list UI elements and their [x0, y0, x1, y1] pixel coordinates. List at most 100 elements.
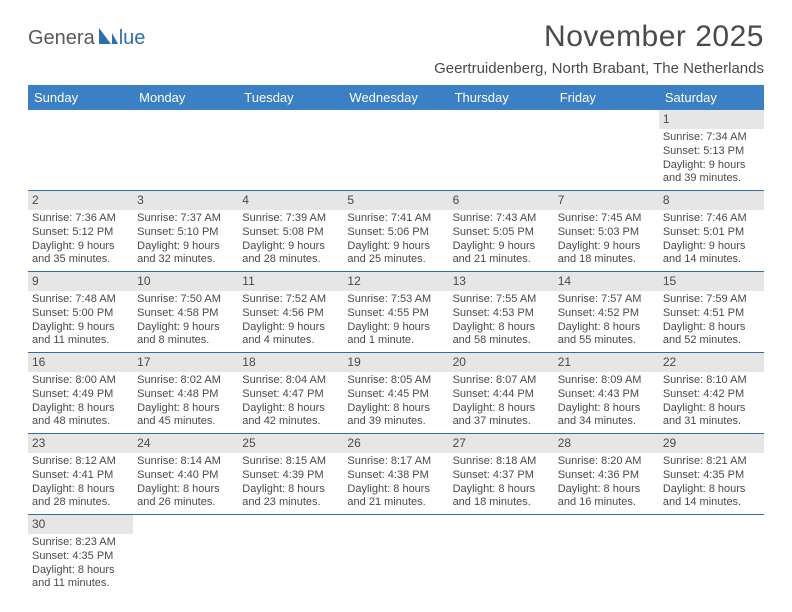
day-number: 25 — [238, 434, 343, 453]
sunrise-text: Sunrise: 7:37 AM — [137, 212, 234, 226]
sunrise-text: Sunrise: 7:43 AM — [453, 212, 550, 226]
daylight-text: Daylight: 8 hours and 52 minutes. — [663, 321, 760, 349]
calendar-cell — [343, 514, 448, 595]
sunset-text: Sunset: 4:56 PM — [242, 307, 339, 321]
calendar-cell: 2Sunrise: 7:36 AMSunset: 5:12 PMDaylight… — [28, 190, 133, 271]
calendar-cell: 5Sunrise: 7:41 AMSunset: 5:06 PMDaylight… — [343, 190, 448, 271]
day-details: Sunrise: 7:43 AMSunset: 5:05 PMDaylight:… — [449, 210, 554, 271]
sunset-text: Sunset: 4:51 PM — [663, 307, 760, 321]
calendar-cell — [554, 110, 659, 190]
daylight-text: Daylight: 8 hours and 34 minutes. — [558, 402, 655, 430]
calendar-cell: 29Sunrise: 8:21 AMSunset: 4:35 PMDayligh… — [659, 433, 764, 514]
sunset-text: Sunset: 4:48 PM — [137, 388, 234, 402]
day-number: 20 — [449, 353, 554, 372]
sunrise-text: Sunrise: 8:17 AM — [347, 455, 444, 469]
sunset-text: Sunset: 5:03 PM — [558, 226, 655, 240]
day-number: 8 — [659, 191, 764, 210]
daylight-text: Daylight: 8 hours and 21 minutes. — [347, 483, 444, 511]
calendar-cell: 28Sunrise: 8:20 AMSunset: 4:36 PMDayligh… — [554, 433, 659, 514]
weekday-header: Saturday — [659, 85, 764, 110]
calendar-row: 30Sunrise: 8:23 AMSunset: 4:35 PMDayligh… — [28, 514, 764, 595]
sunset-text: Sunset: 4:41 PM — [32, 469, 129, 483]
daylight-text: Daylight: 9 hours and 4 minutes. — [242, 321, 339, 349]
day-details: Sunrise: 7:37 AMSunset: 5:10 PMDaylight:… — [133, 210, 238, 271]
daylight-text: Daylight: 9 hours and 1 minute. — [347, 321, 444, 349]
day-details: Sunrise: 7:55 AMSunset: 4:53 PMDaylight:… — [449, 291, 554, 352]
day-details: Sunrise: 7:34 AMSunset: 5:13 PMDaylight:… — [659, 129, 764, 190]
calendar-cell: 9Sunrise: 7:48 AMSunset: 5:00 PMDaylight… — [28, 271, 133, 352]
sunset-text: Sunset: 4:55 PM — [347, 307, 444, 321]
calendar-cell: 8Sunrise: 7:46 AMSunset: 5:01 PMDaylight… — [659, 190, 764, 271]
calendar-cell: 11Sunrise: 7:52 AMSunset: 4:56 PMDayligh… — [238, 271, 343, 352]
day-details: Sunrise: 8:04 AMSunset: 4:47 PMDaylight:… — [238, 372, 343, 433]
sunrise-text: Sunrise: 7:50 AM — [137, 293, 234, 307]
day-number: 26 — [343, 434, 448, 453]
daylight-text: Daylight: 9 hours and 32 minutes. — [137, 240, 234, 268]
daylight-text: Daylight: 8 hours and 11 minutes. — [32, 564, 129, 592]
weekday-header-row: Sunday Monday Tuesday Wednesday Thursday… — [28, 85, 764, 110]
calendar-row: 23Sunrise: 8:12 AMSunset: 4:41 PMDayligh… — [28, 433, 764, 514]
sunset-text: Sunset: 4:38 PM — [347, 469, 444, 483]
day-number: 1 — [659, 110, 764, 129]
day-number: 29 — [659, 434, 764, 453]
day-number: 21 — [554, 353, 659, 372]
sunset-text: Sunset: 4:52 PM — [558, 307, 655, 321]
calendar-cell: 1Sunrise: 7:34 AMSunset: 5:13 PMDaylight… — [659, 110, 764, 190]
day-details: Sunrise: 8:21 AMSunset: 4:35 PMDaylight:… — [659, 453, 764, 514]
sunrise-text: Sunrise: 7:39 AM — [242, 212, 339, 226]
logo-sail-icon — [97, 26, 119, 51]
logo-text-blue: lue — [119, 27, 146, 50]
calendar-cell: 10Sunrise: 7:50 AMSunset: 4:58 PMDayligh… — [133, 271, 238, 352]
day-details: Sunrise: 8:09 AMSunset: 4:43 PMDaylight:… — [554, 372, 659, 433]
calendar-cell — [343, 110, 448, 190]
sunrise-text: Sunrise: 8:14 AM — [137, 455, 234, 469]
sunrise-text: Sunrise: 8:04 AM — [242, 374, 339, 388]
daylight-text: Daylight: 8 hours and 37 minutes. — [453, 402, 550, 430]
sunrise-text: Sunrise: 7:57 AM — [558, 293, 655, 307]
sunset-text: Sunset: 4:53 PM — [453, 307, 550, 321]
calendar-cell: 12Sunrise: 7:53 AMSunset: 4:55 PMDayligh… — [343, 271, 448, 352]
day-details: Sunrise: 8:15 AMSunset: 4:39 PMDaylight:… — [238, 453, 343, 514]
sunrise-text: Sunrise: 7:48 AM — [32, 293, 129, 307]
daylight-text: Daylight: 8 hours and 31 minutes. — [663, 402, 760, 430]
day-details: Sunrise: 8:17 AMSunset: 4:38 PMDaylight:… — [343, 453, 448, 514]
day-number: 16 — [28, 353, 133, 372]
day-number: 18 — [238, 353, 343, 372]
sunset-text: Sunset: 4:42 PM — [663, 388, 760, 402]
sunrise-text: Sunrise: 8:00 AM — [32, 374, 129, 388]
day-number: 30 — [28, 515, 133, 534]
header: Genera lue November 2025 Geertruidenberg… — [28, 20, 764, 83]
calendar-cell: 17Sunrise: 8:02 AMSunset: 4:48 PMDayligh… — [133, 352, 238, 433]
calendar-cell: 23Sunrise: 8:12 AMSunset: 4:41 PMDayligh… — [28, 433, 133, 514]
day-number: 17 — [133, 353, 238, 372]
daylight-text: Daylight: 9 hours and 28 minutes. — [242, 240, 339, 268]
day-details: Sunrise: 8:00 AMSunset: 4:49 PMDaylight:… — [28, 372, 133, 433]
calendar-cell: 27Sunrise: 8:18 AMSunset: 4:37 PMDayligh… — [449, 433, 554, 514]
weekday-header: Thursday — [449, 85, 554, 110]
sunset-text: Sunset: 4:35 PM — [663, 469, 760, 483]
sunrise-text: Sunrise: 8:18 AM — [453, 455, 550, 469]
day-details: Sunrise: 7:50 AMSunset: 4:58 PMDaylight:… — [133, 291, 238, 352]
sunrise-text: Sunrise: 7:41 AM — [347, 212, 444, 226]
sunrise-text: Sunrise: 8:05 AM — [347, 374, 444, 388]
sunrise-text: Sunrise: 8:20 AM — [558, 455, 655, 469]
day-number: 4 — [238, 191, 343, 210]
sunset-text: Sunset: 5:10 PM — [137, 226, 234, 240]
day-details: Sunrise: 8:02 AMSunset: 4:48 PMDaylight:… — [133, 372, 238, 433]
day-details: Sunrise: 8:05 AMSunset: 4:45 PMDaylight:… — [343, 372, 448, 433]
calendar-row: 2Sunrise: 7:36 AMSunset: 5:12 PMDaylight… — [28, 190, 764, 271]
calendar-cell — [449, 110, 554, 190]
day-number: 12 — [343, 272, 448, 291]
day-details: Sunrise: 7:41 AMSunset: 5:06 PMDaylight:… — [343, 210, 448, 271]
calendar-cell: 20Sunrise: 8:07 AMSunset: 4:44 PMDayligh… — [449, 352, 554, 433]
calendar-cell — [554, 514, 659, 595]
calendar-cell — [659, 514, 764, 595]
daylight-text: Daylight: 9 hours and 11 minutes. — [32, 321, 129, 349]
daylight-text: Daylight: 8 hours and 48 minutes. — [32, 402, 129, 430]
day-number: 2 — [28, 191, 133, 210]
day-details: Sunrise: 8:12 AMSunset: 4:41 PMDaylight:… — [28, 453, 133, 514]
day-details: Sunrise: 8:07 AMSunset: 4:44 PMDaylight:… — [449, 372, 554, 433]
day-details: Sunrise: 7:52 AMSunset: 4:56 PMDaylight:… — [238, 291, 343, 352]
day-details: Sunrise: 8:20 AMSunset: 4:36 PMDaylight:… — [554, 453, 659, 514]
day-details: Sunrise: 7:45 AMSunset: 5:03 PMDaylight:… — [554, 210, 659, 271]
